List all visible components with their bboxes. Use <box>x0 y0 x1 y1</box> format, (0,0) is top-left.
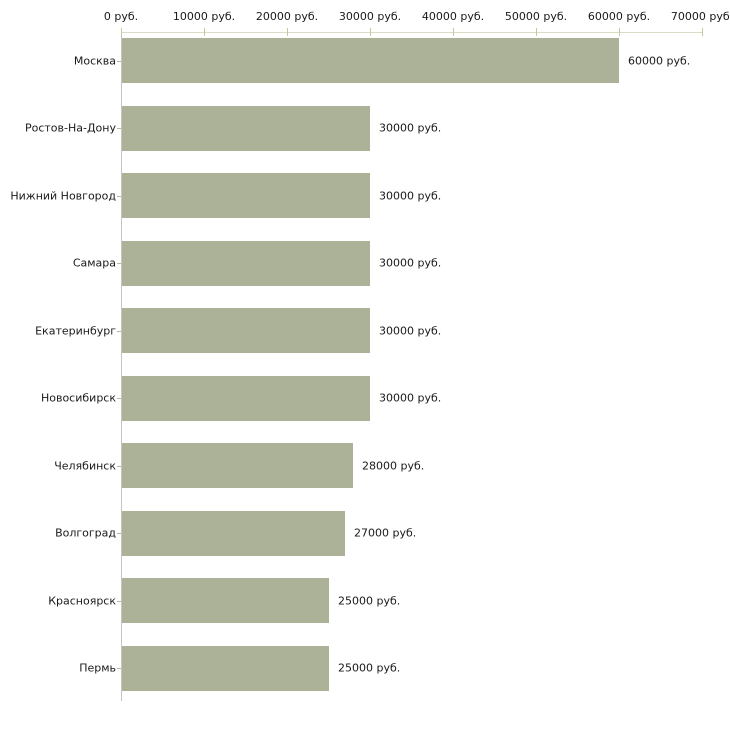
bar-segment <box>122 241 370 286</box>
category-label: Челябинск <box>54 459 116 472</box>
x-axis-tick <box>619 28 620 36</box>
category-tick <box>117 263 121 264</box>
x-axis-tick <box>536 28 537 36</box>
bar-segment <box>122 376 370 421</box>
x-axis-tick <box>121 28 122 36</box>
category-tick <box>117 668 121 669</box>
x-axis-tick <box>370 28 371 36</box>
category-tick <box>117 128 121 129</box>
bar-segment <box>122 443 353 488</box>
category-label: Ростов-На-Дону <box>24 121 116 135</box>
x-axis-tick <box>702 28 703 36</box>
x-axis-tick <box>204 28 205 36</box>
x-axis-line <box>121 32 702 33</box>
bar-segment <box>122 646 329 691</box>
bar-value-label: 25000 руб. <box>338 661 401 675</box>
category-tick <box>117 533 121 534</box>
category-label: Нижний Новгород <box>10 189 116 202</box>
x-axis-tick-label: 40000 руб. <box>421 10 485 23</box>
bar-value-label: 60000 руб. <box>628 54 691 67</box>
x-axis-tick <box>287 28 288 36</box>
bar-value-label: 30000 руб. <box>379 121 442 135</box>
category-tick <box>117 61 121 62</box>
x-axis-tick-label: 20000 руб. <box>255 10 319 23</box>
x-axis-tick <box>453 28 454 36</box>
bar-value-label: 27000 руб. <box>354 526 417 540</box>
bar-value-label: 30000 руб. <box>379 391 442 405</box>
x-axis-tick-label: 70000 руб. <box>670 10 730 23</box>
y-axis-line <box>121 28 122 701</box>
bar-segment <box>122 578 329 623</box>
category-label: Самара <box>72 256 116 270</box>
category-tick <box>117 196 121 197</box>
category-label: Красноярск <box>48 594 116 607</box>
bar-value-label: 30000 руб. <box>379 189 442 202</box>
bar-value-label: 25000 руб. <box>338 594 401 607</box>
bar-segment <box>122 308 370 353</box>
category-tick <box>117 466 121 467</box>
x-axis-tick-label: 30000 руб. <box>338 10 402 23</box>
bar-value-label: 30000 руб. <box>379 256 442 270</box>
x-axis-tick-label: 0 руб. <box>103 10 139 23</box>
bar-value-label: 28000 руб. <box>362 459 425 472</box>
category-tick <box>117 398 121 399</box>
bar-segment <box>122 511 345 556</box>
category-label: Новосибирск <box>40 391 116 405</box>
category-label: Пермь <box>79 661 116 675</box>
category-label: Москва <box>73 54 116 67</box>
x-axis-tick-label: 50000 руб. <box>504 10 568 23</box>
bar-value-label: 30000 руб. <box>379 324 442 337</box>
bar-segment <box>122 106 370 151</box>
category-tick <box>117 601 121 602</box>
x-axis-tick-label: 60000 руб. <box>587 10 651 23</box>
x-axis-tick-label: 10000 руб. <box>172 10 236 23</box>
bar-segment <box>122 173 370 218</box>
category-tick <box>117 331 121 332</box>
bar-segment <box>122 38 619 83</box>
category-label: Екатеринбург <box>35 324 116 337</box>
category-label: Волгоград <box>55 526 116 540</box>
